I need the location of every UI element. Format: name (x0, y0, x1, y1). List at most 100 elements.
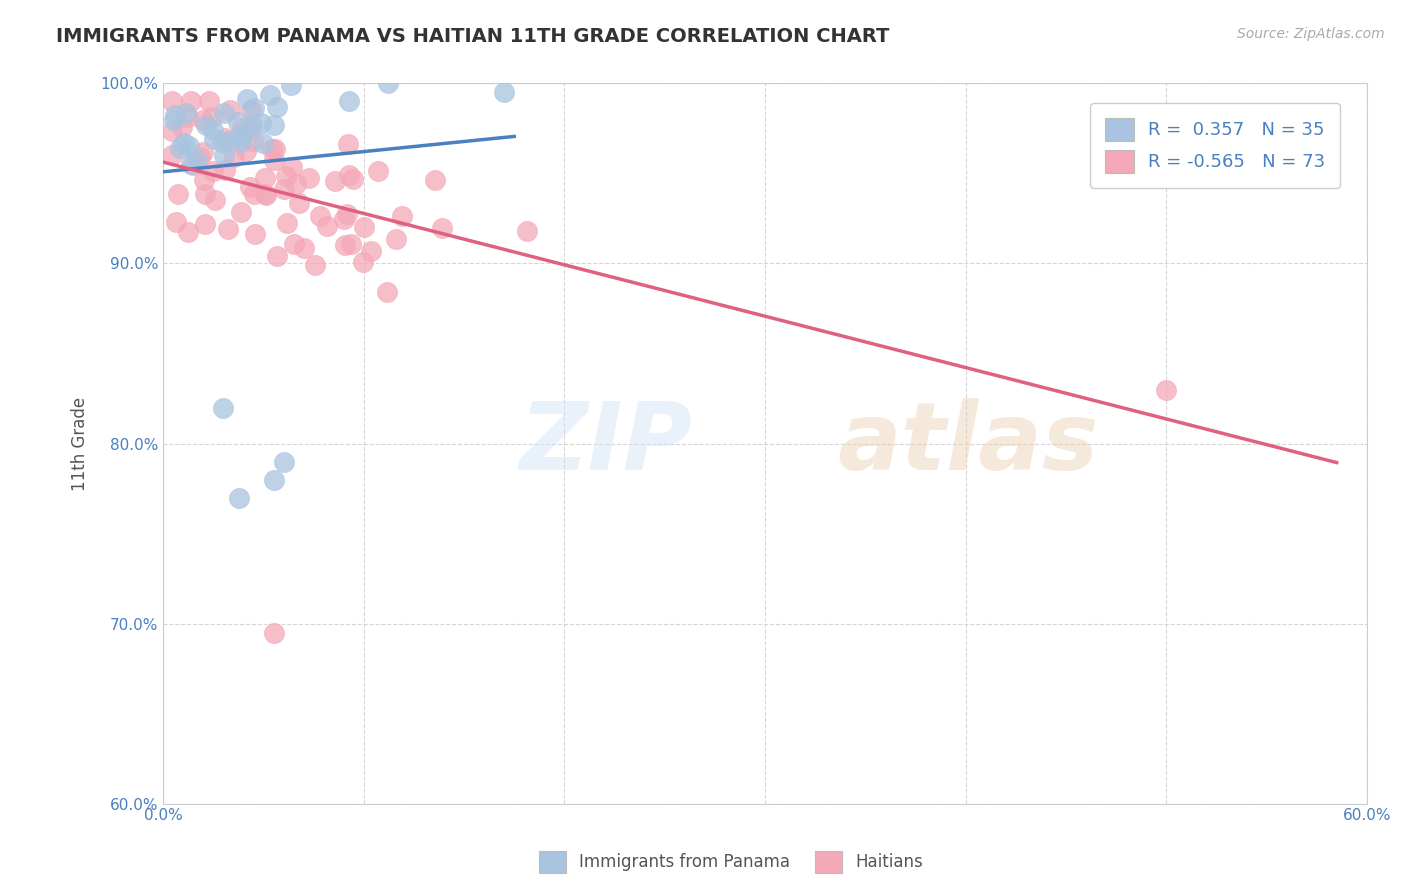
Point (274, 169, 297, 184)
Point (254, 187, 277, 202)
Text: IMMIGRANTS FROM PANAMA VS HAITIAN 11TH GRADE CORRELATION CHART: IMMIGRANTS FROM PANAMA VS HAITIAN 11TH G… (56, 27, 890, 45)
Point (191, 112, 214, 127)
Point (252, 136, 274, 150)
Point (202, 132, 225, 146)
Point (337, 168, 360, 182)
Point (195, 119, 218, 133)
Point (202, 164, 225, 178)
Point (217, 222, 239, 236)
Point (160, 148, 183, 162)
Point (377, 77, 399, 91)
Point (367, 163, 389, 178)
Point (181, 158, 204, 172)
Point (176, 110, 198, 124)
Point (315, 219, 337, 233)
Legend: R =  0.357   N = 35, R = -0.565   N = 73: R = 0.357 N = 35, R = -0.565 N = 73 (1090, 103, 1340, 187)
Point (337, 136, 360, 151)
Point (177, 225, 200, 239)
Point (385, 232, 408, 246)
Point (430, 220, 453, 235)
Point (292, 241, 315, 255)
Point (280, 78, 302, 92)
Point (204, 194, 226, 208)
Point (243, 186, 266, 201)
Point (273, 182, 295, 196)
Point (166, 187, 188, 202)
Point (228, 491, 250, 505)
Point (276, 216, 298, 230)
Point (333, 212, 356, 227)
Point (229, 135, 252, 149)
Point (360, 244, 382, 258)
Point (188, 149, 211, 163)
Point (214, 131, 236, 145)
Point (214, 163, 236, 178)
Text: Source: ZipAtlas.com: Source: ZipAtlas.com (1237, 27, 1385, 41)
Point (212, 106, 235, 120)
Point (191, 145, 214, 160)
Point (165, 215, 187, 229)
Point (222, 150, 245, 164)
Text: ZIP: ZIP (520, 398, 693, 490)
Point (186, 153, 208, 167)
Point (169, 141, 191, 155)
Point (353, 220, 375, 235)
Point (202, 123, 225, 137)
Point (160, 95, 183, 109)
Point (229, 129, 252, 144)
Point (180, 95, 202, 109)
Point (494, 86, 516, 100)
Point (308, 209, 330, 223)
Point (177, 138, 200, 153)
Point (337, 94, 360, 108)
Point (259, 88, 281, 103)
Point (287, 196, 309, 211)
Point (212, 401, 235, 415)
Point (239, 103, 262, 118)
Point (250, 116, 273, 130)
Point (239, 180, 262, 194)
Point (238, 120, 260, 135)
Point (333, 238, 356, 252)
Point (201, 110, 224, 124)
Point (281, 161, 304, 175)
Point (242, 134, 264, 148)
Point (212, 148, 235, 162)
Point (197, 95, 219, 109)
Point (163, 108, 186, 122)
Y-axis label: 11th Grade: 11th Grade (72, 396, 89, 491)
Point (231, 120, 253, 135)
Point (243, 102, 266, 116)
Point (264, 142, 287, 156)
Point (194, 186, 217, 201)
Point (304, 258, 326, 272)
Point (377, 285, 399, 300)
Point (285, 178, 308, 192)
Point (256, 188, 278, 202)
Point (232, 126, 254, 140)
Point (340, 236, 363, 251)
Legend: Immigrants from Panama, Haitians: Immigrants from Panama, Haitians (533, 845, 929, 880)
Point (236, 92, 259, 106)
Point (194, 217, 217, 231)
Point (391, 209, 413, 223)
Point (262, 143, 284, 157)
Point (231, 204, 253, 219)
Point (160, 124, 183, 138)
Point (243, 227, 266, 242)
Point (273, 454, 295, 468)
Point (423, 173, 446, 187)
Point (254, 171, 277, 186)
Point (266, 248, 288, 262)
Point (266, 100, 288, 114)
Point (211, 136, 233, 150)
Point (283, 236, 305, 251)
Point (193, 173, 215, 187)
Point (240, 118, 263, 132)
Point (263, 473, 285, 487)
Point (516, 224, 538, 238)
Point (174, 105, 197, 120)
Point (336, 207, 359, 221)
Point (217, 135, 239, 149)
Text: atlas: atlas (837, 398, 1098, 490)
